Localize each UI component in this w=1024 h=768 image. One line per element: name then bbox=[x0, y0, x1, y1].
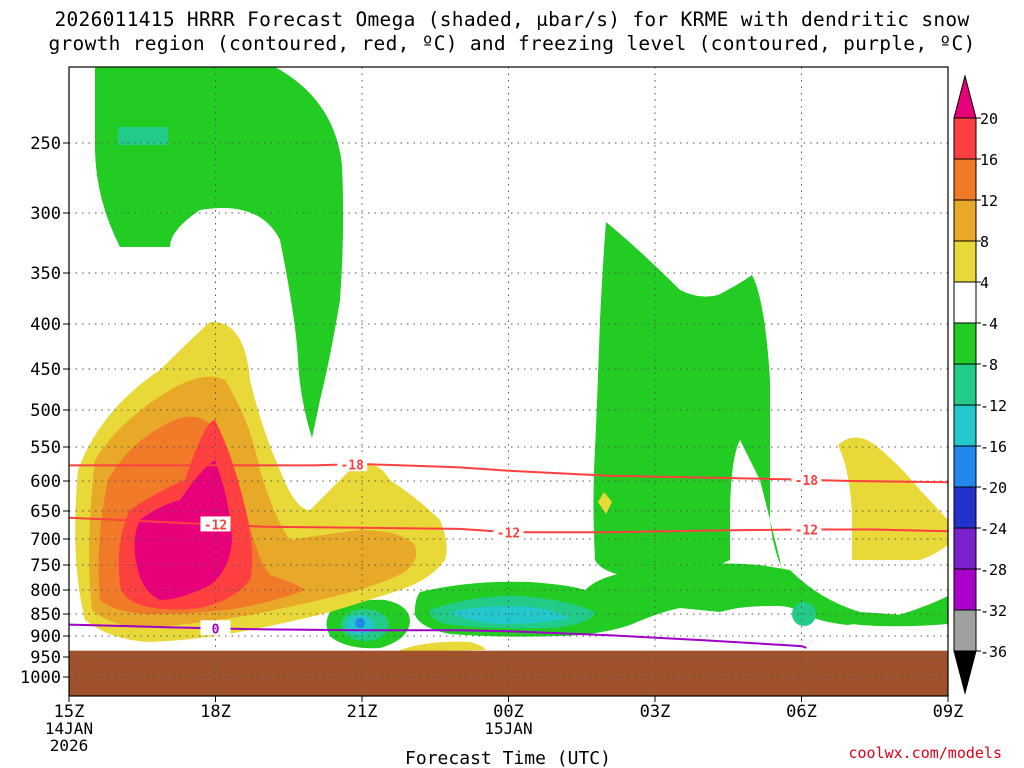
colorbar-label: -8 bbox=[980, 356, 998, 374]
y-tick-label: 250 bbox=[30, 134, 61, 154]
y-tick-label: 600 bbox=[30, 472, 61, 492]
omega-region-magenta bbox=[134, 460, 232, 600]
colorbar-label: 4 bbox=[980, 274, 989, 292]
y-tick-label: 400 bbox=[30, 315, 61, 335]
y-tick-label: 550 bbox=[30, 438, 61, 458]
colorbar-label: -24 bbox=[980, 520, 1007, 538]
colorbar-segment bbox=[953, 363, 977, 406]
contour-label-bg bbox=[791, 521, 822, 537]
colorbar-segment bbox=[953, 158, 977, 201]
x-tick-label: 06Z bbox=[786, 702, 817, 722]
omega-region-teal-patch bbox=[118, 127, 168, 145]
colorbar-segment bbox=[953, 322, 977, 365]
colorbar-label: 20 bbox=[980, 110, 998, 128]
chart-title: 2026011415 HRRR Forecast Omega (shaded, … bbox=[0, 8, 1024, 56]
contour-label: -12 bbox=[795, 523, 818, 538]
y-tick-label: 800 bbox=[30, 581, 61, 601]
colorbar-segment bbox=[953, 445, 977, 488]
colorbar-segment bbox=[953, 527, 977, 570]
x-tick-sublabel: 2026 bbox=[50, 736, 89, 755]
colorbar-label: -32 bbox=[980, 602, 1007, 620]
y-tick-label: 350 bbox=[30, 264, 61, 284]
x-tick-label: 15Z bbox=[54, 702, 85, 722]
contour-label-bg bbox=[200, 516, 231, 532]
colorbar-label: -12 bbox=[980, 397, 1007, 415]
x-tick-label: 18Z bbox=[200, 702, 231, 722]
omega-region-green-upper-right bbox=[593, 222, 948, 625]
x-tick-label: 09Z bbox=[933, 702, 964, 722]
colorbar: 20 16 12 8 4 -4 -8 -12 -16 -20 -24 -28 -32 -36 bbox=[953, 74, 1007, 695]
contour-label: -12 bbox=[204, 518, 227, 533]
contour-label-bg bbox=[337, 456, 368, 472]
contour-label: -18 bbox=[340, 458, 364, 473]
colorbar-segment bbox=[953, 486, 977, 529]
x-tick-sublabel: 14JAN bbox=[45, 719, 93, 738]
contour-label: 0 bbox=[212, 622, 220, 637]
omega-region-yellow-low bbox=[400, 641, 485, 652]
terrain-mask bbox=[69, 650, 948, 696]
y-tick-label: 300 bbox=[30, 204, 61, 224]
colorbar-segment bbox=[953, 240, 977, 283]
colorbar-label: -4 bbox=[980, 315, 998, 333]
grid-lines bbox=[69, 67, 948, 696]
colorbar-label: -28 bbox=[980, 561, 1007, 579]
x-tick-sublabel: 15JAN bbox=[484, 719, 532, 738]
contour-label-bg bbox=[791, 471, 822, 487]
colorbar-label: -20 bbox=[980, 479, 1007, 497]
contour-label: -12 bbox=[497, 526, 520, 541]
colorbar-segment bbox=[953, 117, 977, 160]
y-tick-label: 950 bbox=[30, 648, 61, 668]
colorbar-label: 12 bbox=[980, 192, 998, 210]
omega-region-green-upper-left bbox=[95, 67, 344, 438]
colorbar-segment bbox=[953, 568, 977, 611]
x-axis-label: Forecast Time (UTC) bbox=[405, 748, 611, 768]
colorbar-label: -36 bbox=[980, 643, 1007, 661]
omega-region-yellow-small bbox=[598, 492, 612, 514]
y-tick-label: 750 bbox=[30, 556, 61, 576]
colorbar-segment bbox=[953, 199, 977, 242]
y-tick-label: 900 bbox=[30, 627, 61, 647]
omega-shading bbox=[69, 67, 948, 696]
contour-label-bg bbox=[200, 620, 231, 636]
y-tick-label: 500 bbox=[30, 401, 61, 421]
y-axis-pressure: 2503003504004505005506006507007508008509… bbox=[20, 134, 69, 688]
temperature-contours: -18 -18 -12 -12 -12 0 bbox=[68, 456, 949, 649]
colorbar-label: -16 bbox=[980, 438, 1007, 456]
colorbar-segment bbox=[953, 281, 977, 324]
y-tick-label: 650 bbox=[30, 502, 61, 522]
colorbar-segment bbox=[953, 650, 977, 695]
x-tick-label: 00Z bbox=[493, 702, 524, 722]
x-tick-label: 03Z bbox=[640, 702, 671, 722]
credit-link[interactable]: coolwx.com/models bbox=[848, 744, 1002, 762]
y-tick-label: 1000 bbox=[20, 668, 61, 688]
colorbar-segment bbox=[953, 609, 977, 652]
x-tick-label: 21Z bbox=[347, 702, 378, 722]
y-tick-label: 850 bbox=[30, 605, 61, 625]
omega-region-cyan-00z bbox=[450, 606, 570, 624]
colorbar-label: 16 bbox=[980, 151, 998, 169]
colorbar-segment bbox=[953, 74, 977, 119]
y-tick-label: 700 bbox=[30, 530, 61, 550]
colorbar-label: 8 bbox=[980, 233, 989, 251]
title-line-2: growth region (contoured, red, ºC) and f… bbox=[48, 32, 976, 55]
y-tick-label: 450 bbox=[30, 360, 61, 380]
contour-label-bg bbox=[493, 524, 524, 540]
title-line-1: 2026011415 HRRR Forecast Omega (shaded, … bbox=[54, 8, 970, 31]
colorbar-segment bbox=[953, 404, 977, 447]
omega-region-blue-21z bbox=[355, 618, 365, 628]
contour-label: -18 bbox=[795, 474, 819, 489]
